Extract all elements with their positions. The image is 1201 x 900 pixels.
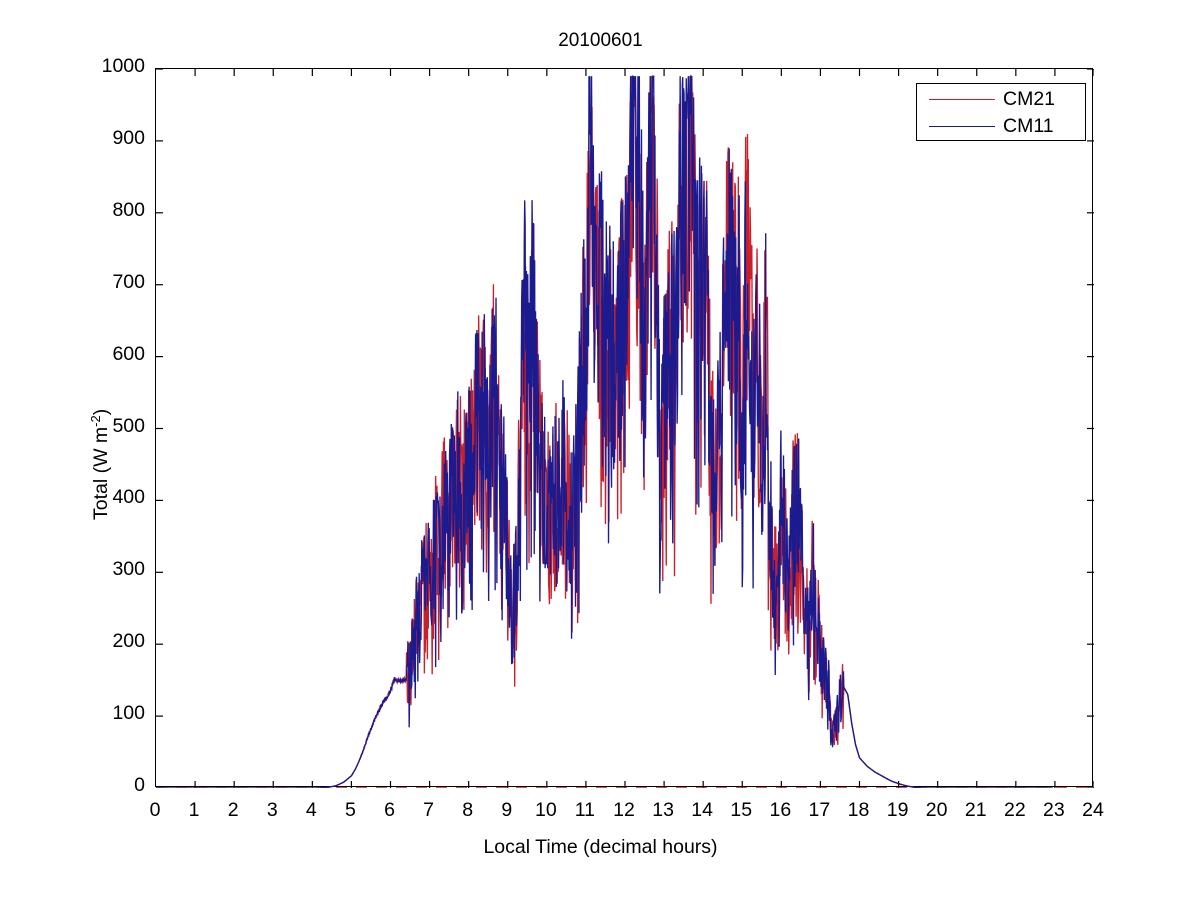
legend-label-cm21: CM21	[1003, 88, 1056, 110]
legend-swatch-cm11	[929, 126, 995, 127]
x-tick-label: 1	[188, 799, 200, 821]
x-tick-label: 0	[149, 799, 161, 821]
plot-svg	[156, 69, 1094, 788]
x-tick-label: 15	[730, 799, 753, 821]
x-tick-label: 22	[1003, 799, 1026, 821]
axis-tick-marks	[156, 69, 1094, 788]
plot-area	[155, 68, 1094, 788]
legend-entry-cm11: CM11	[917, 113, 1087, 139]
y-tick-label: 0	[134, 774, 145, 796]
x-axis-label: Local Time (decimal hours)	[483, 836, 718, 858]
x-tick-label: 5	[344, 799, 356, 821]
x-tick-label: 3	[266, 799, 278, 821]
legend-label-cm11: CM11	[1003, 115, 1054, 137]
x-tick-label: 4	[305, 799, 317, 821]
y-tick-label: 1000	[101, 55, 145, 77]
y-tick-label: 300	[112, 558, 145, 581]
x-tick-label: 11	[574, 799, 596, 821]
x-tick-label: 20	[925, 799, 948, 821]
series-line-cm11	[156, 74, 1053, 788]
x-tick-label: 24	[1082, 799, 1104, 821]
x-tick-label: 21	[964, 799, 987, 821]
y-tick-label: 800	[112, 198, 145, 221]
x-tick-label: 17	[808, 799, 831, 821]
y-axis-label-close: )	[90, 408, 112, 416]
x-tick-label: 9	[501, 799, 513, 821]
x-tick-label: 6	[384, 799, 395, 821]
y-tick-label: 700	[112, 270, 145, 293]
x-tick-label: 10	[534, 799, 557, 821]
legend-swatch-cm21	[929, 99, 995, 100]
y-axis-label: Total (W m-2)	[88, 409, 113, 520]
y-tick-label: 100	[112, 702, 145, 725]
legend-entry-cm21: CM21	[917, 86, 1087, 112]
x-tick-label: 23	[1043, 799, 1065, 821]
y-tick-label: 600	[112, 342, 145, 365]
y-axis-label-main: Total (W m	[90, 426, 112, 520]
x-tick-label: 12	[613, 799, 635, 821]
chart-title: 20100601	[558, 30, 643, 51]
x-tick-label: 2	[227, 799, 239, 821]
y-tick-label: 200	[112, 630, 145, 653]
x-tick-label: 16	[769, 799, 792, 821]
y-tick-label: 900	[112, 126, 145, 149]
x-tick-label: 19	[886, 799, 909, 821]
x-tick-label: 14	[691, 799, 713, 821]
y-tick-label: 500	[112, 414, 145, 437]
x-tick-label: 18	[847, 799, 870, 821]
x-tick-label: 7	[423, 799, 434, 821]
legend-box: CM21 CM11	[916, 83, 1086, 141]
y-tick-label: 400	[112, 486, 145, 509]
x-tick-label: 8	[462, 799, 474, 821]
x-tick-label: 13	[652, 799, 674, 821]
y-axis-label-exponent: -2	[88, 415, 103, 427]
